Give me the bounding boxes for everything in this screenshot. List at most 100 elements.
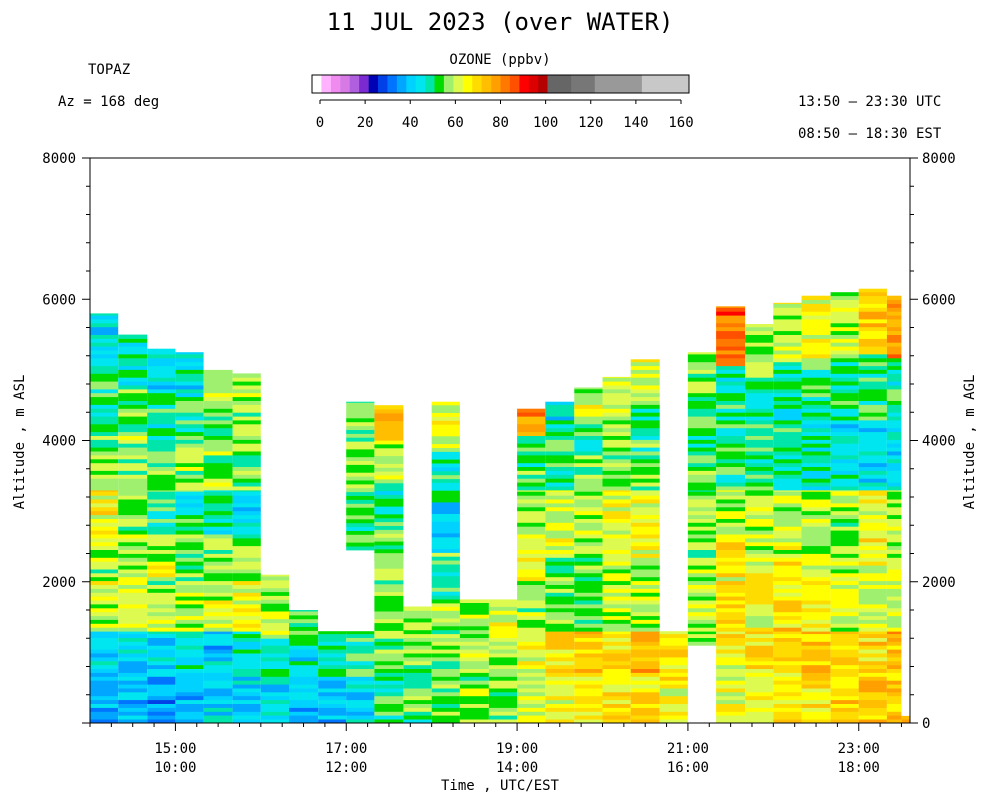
heatmap-cell xyxy=(517,633,546,638)
heatmap-cell xyxy=(459,637,489,642)
heatmap-cell xyxy=(773,695,802,701)
heatmap-cell xyxy=(630,412,660,417)
heatmap-cell xyxy=(687,443,717,448)
heatmap-cell xyxy=(517,596,546,601)
heatmap-cell xyxy=(232,510,261,516)
heatmap-cell xyxy=(858,439,887,444)
utc-range-label: 13:50 – 23:30 UTC xyxy=(798,94,942,110)
heatmap-cell xyxy=(90,346,119,351)
x-tick-label-utc: 21:00 xyxy=(667,741,709,757)
heatmap-cell xyxy=(630,668,660,673)
heatmap-cell xyxy=(630,495,660,500)
heatmap-cell xyxy=(773,451,802,456)
heatmap-cell xyxy=(90,649,119,654)
colorbar-swatch xyxy=(434,75,445,93)
heatmap-cell xyxy=(318,711,347,716)
heatmap-cell xyxy=(90,365,119,370)
heatmap-cell xyxy=(687,534,717,539)
heatmap-cell xyxy=(517,653,546,658)
heatmap-cell xyxy=(203,649,233,654)
heatmap-cell xyxy=(232,530,261,535)
heatmap-cell xyxy=(118,522,148,527)
heatmap-cell xyxy=(886,431,902,436)
heatmap-cell xyxy=(830,534,859,539)
heatmap-cell xyxy=(147,530,176,535)
heatmap-cell xyxy=(886,553,902,558)
heatmap-cell xyxy=(260,664,289,669)
heatmap-cell xyxy=(659,688,688,693)
heatmap-cell xyxy=(90,699,119,704)
heatmap-cell xyxy=(773,699,802,704)
heatmap-cell xyxy=(431,657,460,662)
heatmap-cell xyxy=(118,637,148,642)
heatmap-cell xyxy=(630,361,660,367)
heatmap-cell xyxy=(374,420,404,425)
heatmap-cell xyxy=(745,466,774,471)
heatmap-cell xyxy=(687,641,717,646)
heatmap-cell xyxy=(118,342,148,347)
heatmap-cell xyxy=(517,637,546,642)
heatmap-cell xyxy=(545,715,575,720)
heatmap-cell xyxy=(90,342,119,347)
heatmap-cell xyxy=(175,541,204,547)
colorbar-tick-label: 140 xyxy=(623,115,648,131)
heatmap-cell xyxy=(886,369,902,374)
heatmap-cell xyxy=(745,623,774,628)
heatmap-cell xyxy=(346,487,375,493)
heatmap-cell xyxy=(517,699,546,704)
heatmap-cell xyxy=(687,637,717,642)
heatmap-cell xyxy=(431,486,460,491)
heatmap-cell xyxy=(574,412,603,417)
heatmap-cell xyxy=(545,416,575,421)
heatmap-cell xyxy=(431,622,460,627)
heatmap-cell xyxy=(886,518,902,523)
heatmap-cell xyxy=(545,649,575,654)
heatmap-cell xyxy=(545,623,575,628)
heatmap-cell xyxy=(90,408,119,413)
heatmap-cell xyxy=(858,346,887,351)
heatmap-cell xyxy=(545,486,575,491)
heatmap-cell xyxy=(745,474,774,479)
heatmap-cell xyxy=(801,342,831,347)
heatmap-cell xyxy=(773,361,802,367)
heatmap-cell xyxy=(488,614,518,619)
heatmap-cell xyxy=(175,392,204,398)
heatmap-cell xyxy=(517,676,546,681)
heatmap-cell xyxy=(545,588,575,593)
heatmap-cell xyxy=(773,326,802,332)
heatmap-cell xyxy=(858,691,887,697)
heatmap-cell xyxy=(431,482,460,487)
heatmap-cell xyxy=(175,688,204,693)
heatmap-cell xyxy=(90,510,119,516)
heatmap-cell xyxy=(175,584,204,589)
heatmap-cell xyxy=(858,545,887,550)
heatmap-cell xyxy=(175,506,204,512)
heatmap-cell xyxy=(374,494,404,499)
heatmap-cell xyxy=(545,474,575,479)
heatmap-cell xyxy=(90,466,119,471)
heatmap-cell xyxy=(118,526,148,531)
heatmap-cell xyxy=(886,631,902,635)
heatmap-cell xyxy=(630,462,660,467)
heatmap-cell xyxy=(232,495,261,500)
heatmap-cell xyxy=(687,369,717,374)
heatmap-cell xyxy=(147,541,176,547)
heatmap-cell xyxy=(346,691,375,697)
heatmap-cell xyxy=(232,615,261,620)
colorbar-swatch xyxy=(406,75,416,93)
heatmap-cell xyxy=(886,489,902,492)
heatmap-cell xyxy=(687,600,717,605)
heatmap-cell xyxy=(118,660,148,666)
heatmap-cell xyxy=(431,556,460,561)
heatmap-cell xyxy=(459,618,489,623)
heatmap-cell xyxy=(830,319,859,324)
heatmap-cell xyxy=(289,715,318,720)
heatmap-cell xyxy=(602,412,631,417)
heatmap-cell xyxy=(830,330,859,335)
heatmap-cell xyxy=(517,645,546,650)
heatmap-cell xyxy=(687,482,717,487)
heatmap-cell xyxy=(318,637,347,642)
heatmap-cell xyxy=(118,400,148,405)
heatmap-cell xyxy=(858,572,887,578)
heatmap-cell xyxy=(801,416,831,421)
